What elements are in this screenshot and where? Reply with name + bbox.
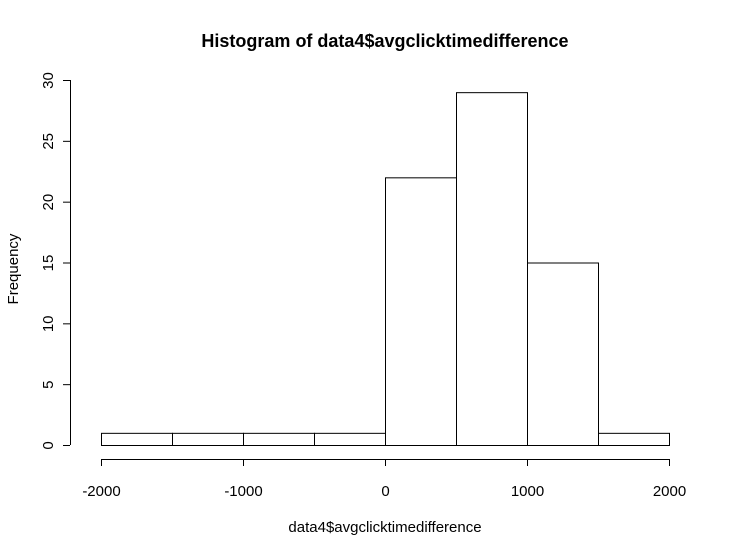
x-axis: -2000 -1000 0 1000 2000 <box>82 459 686 500</box>
x-tick-label-0: -2000 <box>82 483 120 500</box>
histogram-bar-3 <box>314 432 386 447</box>
y-tick-label-3: 15 <box>40 255 57 272</box>
y-tick-label-0: 0 <box>40 441 57 449</box>
histogram-bar-6 <box>527 262 599 446</box>
y-tick-label-2: 10 <box>40 315 57 332</box>
x-tick-label-2: 0 <box>381 483 389 500</box>
y-tick-label-5: 25 <box>40 133 57 150</box>
histogram-bar-0 <box>101 432 173 447</box>
histogram-bar-2 <box>243 432 315 447</box>
x-axis-label: data4$avgclicktimedifference <box>288 519 481 536</box>
y-tick-label-1: 5 <box>40 380 57 388</box>
x-tick-label-4: 2000 <box>653 483 686 500</box>
y-axis: 0 5 10 15 20 25 30 <box>40 72 71 450</box>
histogram-bar-1 <box>172 432 244 447</box>
y-tick-label-4: 20 <box>40 194 57 211</box>
bars-group <box>101 92 670 447</box>
chart-title: Histogram of data4$avgclicktimedifferenc… <box>201 31 568 51</box>
y-tick-label-6: 30 <box>40 72 57 89</box>
y-axis-label: Frequency <box>5 233 22 304</box>
histogram-bar-7 <box>598 432 670 447</box>
histogram-bar-5 <box>456 92 528 447</box>
x-tick-label-3: 1000 <box>511 483 544 500</box>
x-tick-label-1: -1000 <box>224 483 262 500</box>
histogram-bar-4 <box>385 177 457 446</box>
